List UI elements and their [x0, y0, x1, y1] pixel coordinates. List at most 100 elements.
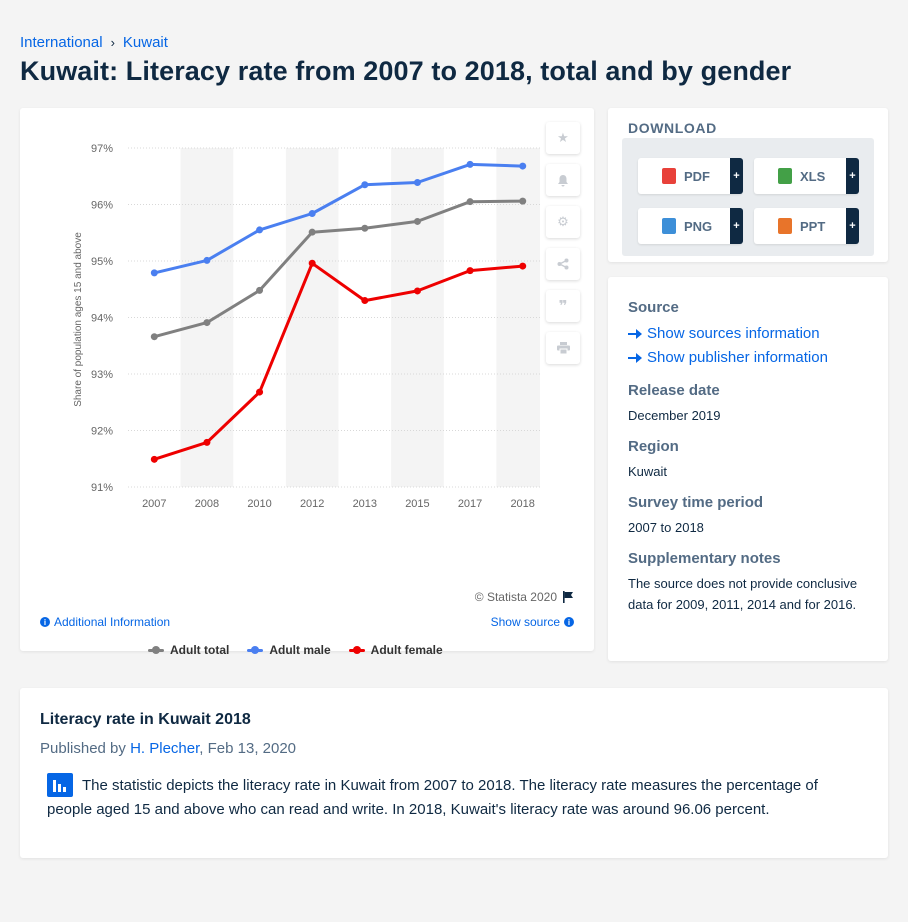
- png-file-icon: [662, 218, 676, 234]
- download-ppt-button[interactable]: PPT +: [754, 208, 859, 244]
- y-tick-label: 92%: [91, 426, 113, 438]
- show-sources-link[interactable]: Show sources information: [628, 322, 868, 346]
- xls-file-icon: [778, 168, 792, 184]
- page: International › Kuwait Kuwait: Literacy …: [20, 34, 888, 858]
- y-tick-label: 93%: [91, 369, 113, 381]
- arrow-right-icon: [628, 353, 642, 363]
- data-point: [308, 259, 316, 267]
- additional-information-link[interactable]: i Additional Information: [40, 615, 170, 629]
- x-tick-label: 2018: [510, 498, 534, 510]
- data-point: [361, 224, 369, 232]
- page-title: Kuwait: Literacy rate from 2007 to 2018,…: [20, 56, 792, 86]
- copyright: © Statista 2020: [475, 590, 574, 604]
- breadcrumb-kuwait[interactable]: Kuwait: [122, 34, 168, 51]
- line-chart: 91% 92% 93% 94% 95% 96% 97% 2007 2008 2010 2012 201…: [73, 143, 540, 510]
- data-point: [413, 178, 421, 186]
- data-point: [256, 388, 264, 396]
- plus-icon[interactable]: +: [846, 208, 859, 244]
- article-card: Literacy rate in Kuwait 2018 Published b…: [20, 688, 888, 858]
- legend-swatch: [148, 645, 164, 654]
- bar-chart-icon: [47, 773, 73, 797]
- data-point: [150, 269, 158, 277]
- data-point: [519, 262, 527, 270]
- category-band: [391, 148, 444, 487]
- y-tick-label: 96%: [91, 200, 113, 212]
- region-value: Kuwait: [628, 464, 668, 479]
- legend-item[interactable]: Adult female: [348, 643, 443, 657]
- article-byline: Published by H. Plecher, Feb 13, 2020: [40, 740, 296, 757]
- y-tick-label: 91%: [91, 482, 113, 494]
- show-publisher-label: Show publisher information: [647, 349, 828, 366]
- survey-period-value: 2007 to 2018: [628, 520, 704, 535]
- copyright-text: © Statista 2020: [474, 590, 557, 604]
- plus-icon[interactable]: +: [730, 158, 743, 194]
- gear-icon[interactable]: ⚙: [546, 206, 580, 238]
- data-point: [256, 286, 264, 294]
- share-icon[interactable]: [546, 248, 580, 280]
- series-line: [153, 199, 523, 339]
- region-heading: Region: [628, 438, 679, 455]
- download-png-button[interactable]: PNG +: [638, 208, 743, 244]
- chart-legend: Adult total Adult male Adult female: [148, 643, 443, 657]
- data-point: [203, 256, 211, 264]
- data-point: [308, 228, 316, 236]
- article-description: The statistic depicts the literacy rate …: [47, 777, 818, 818]
- flag-icon[interactable]: [563, 591, 574, 603]
- series-line: [153, 261, 523, 461]
- download-ppt-label: PPT: [800, 218, 826, 234]
- x-tick-label: 2010: [247, 498, 271, 510]
- download-xls-button[interactable]: XLS +: [754, 158, 859, 194]
- y-tick-label: 97%: [91, 143, 113, 155]
- breadcrumb: International › Kuwait: [20, 34, 168, 51]
- download-pdf-label: PDF: [684, 168, 710, 184]
- data-point: [466, 267, 474, 275]
- data-point: [203, 438, 211, 446]
- show-sources-label: Show sources information: [647, 325, 820, 342]
- data-point: [150, 333, 158, 341]
- quote-icon[interactable]: ❞: [546, 290, 580, 322]
- legend-item[interactable]: Adult male: [247, 643, 331, 657]
- release-date-value: December 2019: [628, 408, 721, 423]
- legend-swatch: [348, 645, 365, 654]
- breadcrumb-international[interactable]: International: [20, 34, 103, 51]
- y-tick-label: 95%: [91, 256, 113, 268]
- star-icon[interactable]: ★: [546, 122, 580, 154]
- download-card: DOWNLOAD PDF + XLS + PNG + PPT +: [608, 108, 888, 262]
- show-source-label: Show source: [490, 615, 560, 629]
- legend-label: Adult total: [170, 643, 230, 657]
- download-xls-label: XLS: [800, 168, 826, 184]
- arrow-right-icon: [628, 329, 642, 339]
- legend-swatch: [247, 645, 264, 654]
- download-pdf-button[interactable]: PDF +: [638, 158, 743, 194]
- supplementary-notes-value: The source does not provide conclusive d…: [628, 576, 858, 612]
- print-icon[interactable]: [546, 332, 580, 364]
- y-tick-label: 94%: [91, 313, 113, 325]
- plus-icon[interactable]: +: [846, 158, 859, 194]
- plus-icon[interactable]: +: [730, 208, 743, 244]
- legend-item[interactable]: Adult total: [148, 643, 229, 657]
- x-tick-label: 2017: [458, 498, 482, 510]
- chart-card: 91% 92% 93% 94% 95% 96% 97% 2007 2008 2010 2012 201…: [20, 108, 594, 657]
- statistic-details: Source Show sources information Show pub…: [628, 299, 868, 627]
- bell-icon[interactable]: [546, 164, 580, 196]
- show-source-link[interactable]: Show source i: [491, 615, 574, 629]
- legend-label: Adult male: [269, 643, 331, 657]
- additional-information-label: Additional Information: [54, 615, 171, 629]
- data-point: [466, 198, 474, 206]
- data-point: [150, 455, 158, 463]
- author-link[interactable]: H. Plecher: [130, 740, 200, 757]
- show-publisher-link[interactable]: Show publisher information: [628, 346, 868, 370]
- supplementary-notes-heading: Supplementary notes: [628, 550, 781, 567]
- article-title: Literacy rate in Kuwait 2018: [40, 711, 251, 728]
- x-tick-label: 2008: [195, 498, 219, 510]
- data-point: [519, 162, 527, 170]
- data-point: [203, 319, 211, 327]
- download-png-label: PNG: [684, 218, 713, 234]
- data-point: [308, 210, 316, 218]
- ppt-file-icon: [778, 218, 792, 234]
- data-point: [413, 217, 421, 225]
- published-by-label: Published by: [40, 740, 126, 757]
- survey-period-heading: Survey time period: [628, 494, 764, 511]
- release-date-heading: Release date: [628, 382, 720, 399]
- download-heading: DOWNLOAD: [628, 120, 717, 136]
